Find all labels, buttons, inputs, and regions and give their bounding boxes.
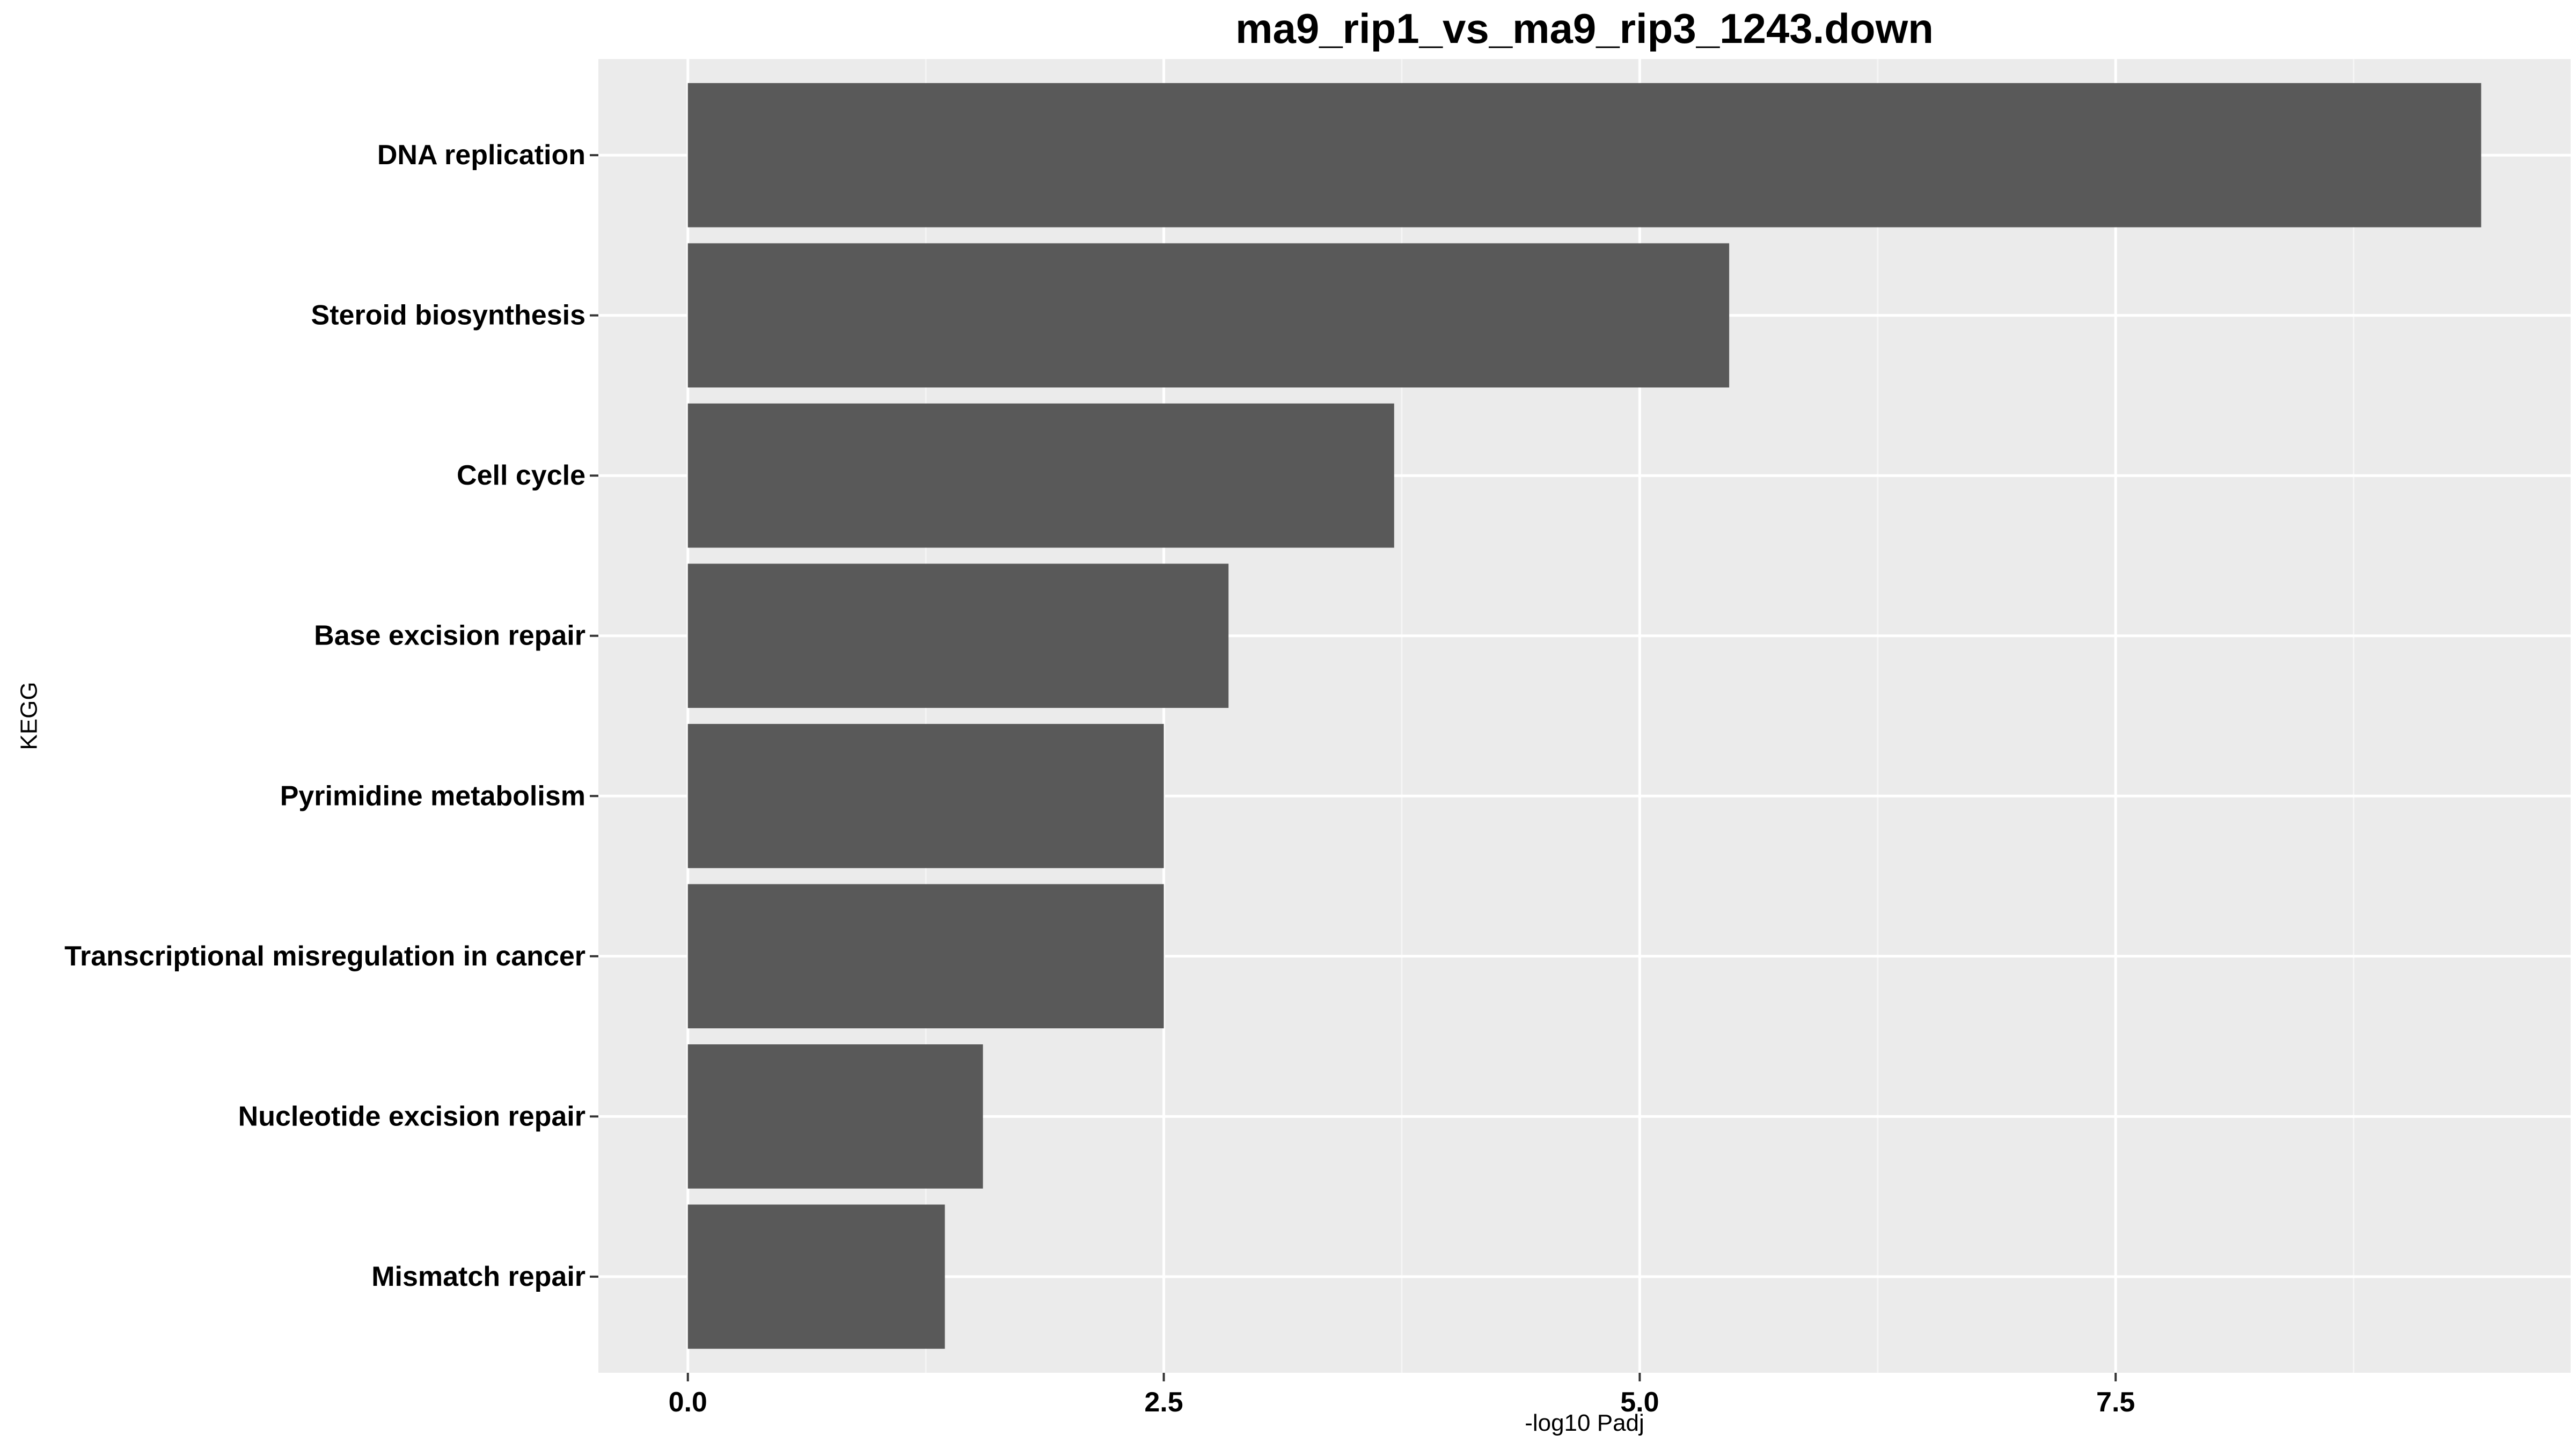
bar <box>687 723 1164 868</box>
y-tick-label: Nucleotide excision repair <box>238 1101 586 1132</box>
bar <box>687 83 2482 228</box>
x-axis-title: -log10 Padj <box>1525 1410 1644 1436</box>
y-axis: DNA replication Steroid biosynthesis Cell … <box>64 140 598 1292</box>
bar <box>687 1204 945 1349</box>
bar <box>687 564 1229 708</box>
x-tick-label: 0.0 <box>669 1387 707 1418</box>
y-tick-label: Mismatch repair <box>371 1261 586 1292</box>
x-tick-label: 5.0 <box>1620 1387 1659 1418</box>
bar <box>687 884 1164 1029</box>
y-tick-label: Pyrimidine metabolism <box>280 780 586 811</box>
y-axis-title: KEGG <box>16 682 42 750</box>
chart-title: ma9_rip1_vs_ma9_rip3_1243.down <box>1235 5 1934 52</box>
y-tick-label: DNA replication <box>377 140 586 171</box>
y-tick-label: Cell cycle <box>457 460 586 491</box>
bar <box>687 243 1730 387</box>
y-tick-label: Base excision repair <box>314 620 586 652</box>
x-axis: 0.0 2.5 5.0 7.5 <box>669 1373 2135 1418</box>
y-tick-label: Transcriptional misregulation in cancer <box>64 941 586 972</box>
bars <box>687 83 2482 1349</box>
x-tick-label: 2.5 <box>1144 1387 1183 1418</box>
bar <box>687 403 1394 548</box>
x-tick-label: 7.5 <box>2096 1387 2135 1418</box>
bar <box>687 1044 983 1189</box>
y-tick-label: Steroid biosynthesis <box>311 300 586 331</box>
